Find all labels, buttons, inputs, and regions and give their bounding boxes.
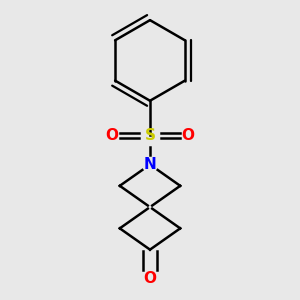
Text: O: O <box>182 128 195 143</box>
Text: S: S <box>145 128 155 143</box>
Text: N: N <box>144 157 156 172</box>
Text: O: O <box>143 271 157 286</box>
Text: O: O <box>105 128 119 143</box>
